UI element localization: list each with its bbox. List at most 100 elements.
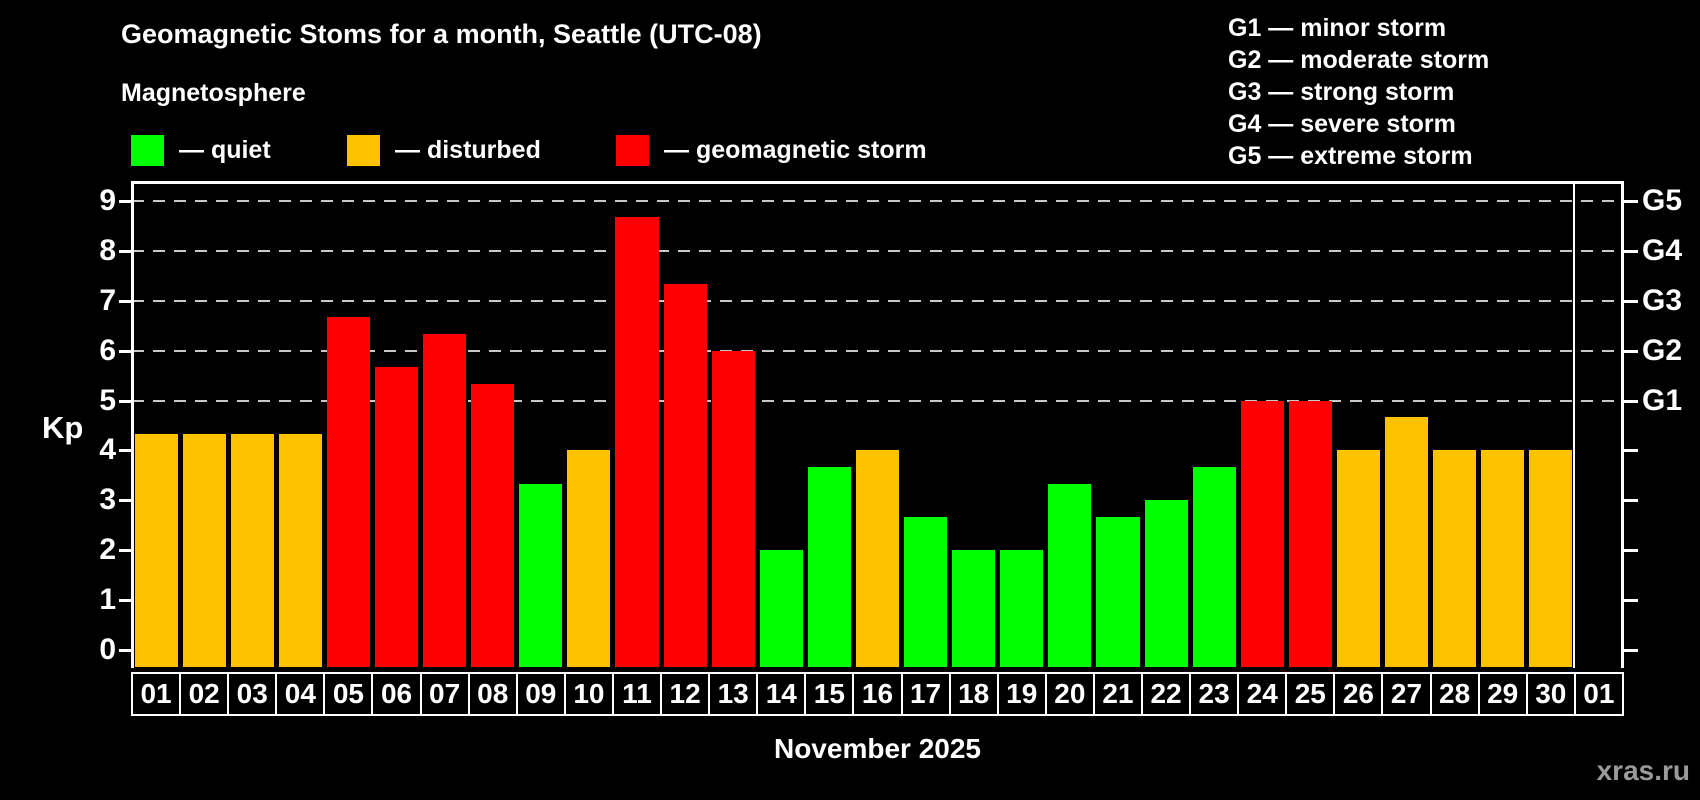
kp-bar-day-20 (1048, 483, 1092, 667)
kp-bar-day-10 (567, 450, 611, 667)
legend-item-quiet: — quiet (131, 134, 271, 166)
kp-bar-day-07 (423, 334, 467, 667)
day-cell-07: 07 (422, 674, 470, 714)
kp-bar-day-30 (1529, 450, 1573, 667)
gridline-kp5 (132, 399, 1623, 402)
kp-bar-day-13 (711, 350, 755, 667)
day-cell-15: 15 (806, 674, 855, 714)
watermark: xras.ru (1596, 755, 1690, 786)
x-axis-title: November 2025 (773, 733, 981, 764)
left-tick-kp8 (119, 249, 132, 253)
y-tick-label-5: 5 (99, 383, 116, 417)
y-tick-label-1: 1 (99, 583, 116, 617)
disturbed-color-swatch (347, 134, 380, 166)
day-cell-18: 18 (951, 674, 999, 714)
kp-bar-day-03 (230, 433, 274, 667)
day-cell-10: 10 (566, 674, 614, 714)
storm-scale-legend-g1: G1 — minor storm (1228, 14, 1447, 42)
kp-bar-day-04 (278, 433, 322, 667)
legend-item-storm: — geomagnetic storm (616, 134, 927, 166)
right-tick-kp6 (1623, 349, 1638, 353)
kp-bar-day-16 (855, 450, 900, 667)
day-cell-13: 13 (710, 674, 759, 714)
kp-bar-day-22 (1144, 500, 1188, 667)
storm-color-swatch (616, 134, 649, 166)
kp-bar-day-24 (1240, 400, 1284, 667)
kp-bar-day-02 (182, 433, 226, 667)
kp-bar-day-15 (807, 466, 851, 667)
day-cell-12: 12 (662, 674, 711, 714)
kp-bar-day-18 (952, 550, 996, 667)
kp-bar-day-09 (519, 483, 563, 667)
g-scale-label-g1: G1 (1642, 383, 1683, 417)
chart-title: Geomagnetic Stoms for a month, Seattle (… (121, 19, 762, 49)
y-tick-label-3: 3 (99, 483, 116, 517)
day-cell-09: 09 (518, 674, 566, 714)
left-tick-kp2 (119, 549, 132, 553)
kp-bar-day-12 (663, 284, 707, 667)
g-scale-label-g3: G3 (1642, 283, 1683, 317)
storm-scale-legend-g5: G5 — extreme storm (1228, 142, 1473, 170)
kp-bar-day-26 (1336, 450, 1380, 667)
day-cell-25: 25 (1287, 674, 1336, 714)
day-cell-01: 01 (133, 674, 182, 714)
day-cell-19: 19 (999, 674, 1047, 714)
storm-scale-legend-g3: G3 — strong storm (1228, 78, 1455, 106)
right-tick-kp7 (1623, 299, 1638, 303)
day-cell-08: 08 (470, 674, 518, 714)
legend-label-quiet: — quiet (179, 135, 271, 164)
day-cell-11: 11 (614, 674, 663, 714)
legend-label-storm: — geomagnetic storm (664, 135, 927, 164)
storm-scale-legend-g2: G2 — moderate storm (1228, 46, 1490, 74)
day-cell-03: 03 (229, 674, 278, 714)
right-tick-kp5 (1623, 399, 1638, 403)
y-tick-label-4: 4 (99, 433, 116, 467)
day-cell-30: 30 (1528, 674, 1576, 714)
left-tick-kp0 (119, 649, 132, 652)
gridline-kp9 (132, 199, 1623, 202)
day-cell-06: 06 (373, 674, 422, 714)
y-tick-label-8: 8 (99, 233, 116, 267)
left-tick-kp6 (119, 349, 132, 353)
storm-scale-legend-g4: G4 — severe storm (1228, 110, 1456, 138)
kp-bar-day-21 (1096, 516, 1140, 667)
plot-frame-right (1621, 181, 1624, 668)
y-tick-label-0: 0 (99, 633, 116, 666)
kp-bar-day-01 (134, 433, 178, 667)
day-cell-05: 05 (325, 674, 374, 714)
quiet-color-swatch (131, 134, 164, 166)
kp-bar-day-14 (759, 550, 803, 667)
day-cell-29: 29 (1480, 674, 1528, 714)
kp-bar-day-05 (326, 317, 370, 667)
day-cell-14: 14 (758, 674, 807, 714)
day-cell-16: 16 (854, 674, 903, 714)
left-tick-kp4 (119, 449, 132, 453)
month-divider-line (1573, 181, 1575, 668)
day-cell-17: 17 (903, 674, 951, 714)
right-tick-kp0 (1623, 649, 1638, 652)
kp-bar-day-19 (1000, 550, 1044, 667)
kp-bar-day-17 (904, 516, 948, 667)
day-cell-22: 22 (1143, 674, 1192, 714)
legend-label-disturbed: — disturbed (395, 135, 541, 164)
day-labels-row: 01 02 03 04 05 06 07 08 09 10 11 12 13 14 15 16 17 18 19 20… (131, 672, 1624, 716)
left-tick-kp1 (119, 599, 132, 603)
g-scale-label-g2: G2 (1642, 333, 1683, 367)
day-cell-21: 21 (1095, 674, 1143, 714)
kp-bar-day-23 (1192, 466, 1236, 667)
kp-bar-day-11 (615, 217, 659, 667)
day-cell-02: 02 (181, 674, 230, 714)
y-tick-label-2: 2 (99, 533, 116, 567)
kp-bar-day-08 (471, 384, 515, 667)
left-tick-kp7 (119, 299, 132, 303)
day-cell-26: 26 (1335, 674, 1384, 714)
legend-item-disturbed: — disturbed (347, 134, 541, 166)
chart-subtitle: Magnetosphere (121, 79, 306, 107)
right-tick-kp8 (1623, 249, 1638, 253)
left-tick-kp9 (119, 199, 132, 203)
kp-bar-day-27 (1385, 417, 1429, 667)
day-cell-24: 24 (1239, 674, 1288, 714)
kp-bar-day-28 (1433, 450, 1477, 667)
right-tick-kp4 (1623, 449, 1638, 453)
